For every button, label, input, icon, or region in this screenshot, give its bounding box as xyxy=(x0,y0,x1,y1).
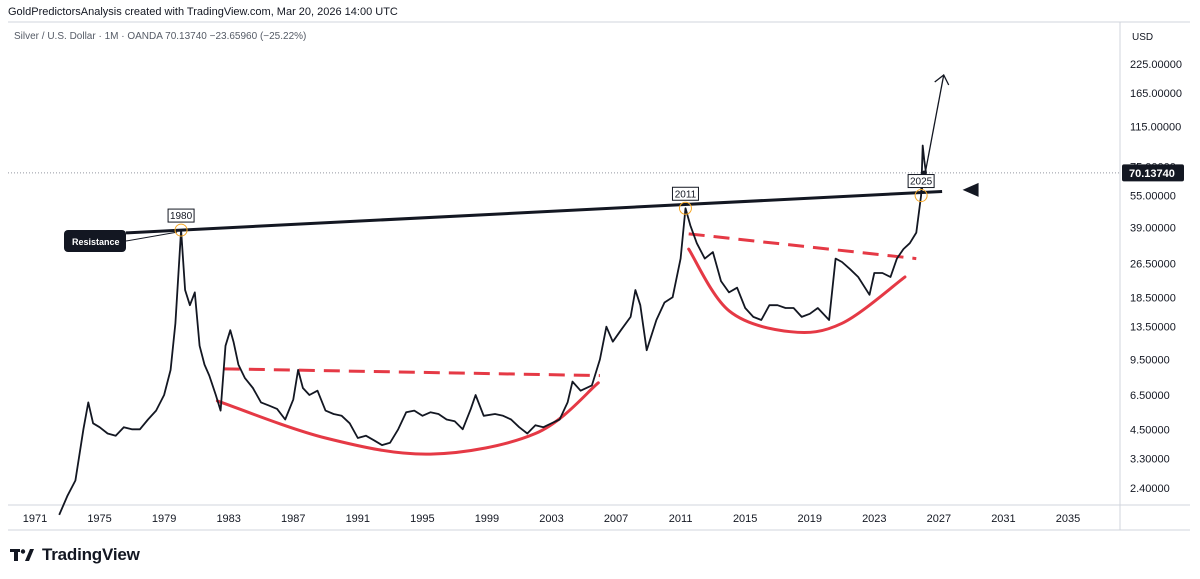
silver-price-line xyxy=(58,144,927,516)
y-tick-label: 2.40000 xyxy=(1130,483,1170,495)
x-tick-label: 2031 xyxy=(991,513,1015,525)
y-tick-label: 225.00000 xyxy=(1130,59,1182,71)
y-tick-label: 4.50000 xyxy=(1130,424,1170,436)
resistance-line[interactable] xyxy=(125,189,943,235)
x-tick-label: 1979 xyxy=(152,513,176,525)
x-tick-label: 1995 xyxy=(410,513,434,525)
peak-label-box-2011 xyxy=(671,186,699,201)
chart-attribution: GoldPredictorsAnalysis created with Trad… xyxy=(8,6,398,18)
peak-marker-2025 xyxy=(914,189,928,203)
y-tick-label: 6.50000 xyxy=(1130,390,1170,402)
peak-marker-1980 xyxy=(174,223,188,237)
peak-label-2025: 2025 xyxy=(910,177,933,188)
y-tick-label: 18.50000 xyxy=(1130,292,1176,304)
peak-label-1980: 1980 xyxy=(170,211,193,222)
x-tick-label: 1991 xyxy=(346,513,370,525)
y-tick-label: 9.50000 xyxy=(1130,355,1170,367)
y-tick-label: 165.00000 xyxy=(1130,88,1182,100)
resistance-arrowhead xyxy=(962,182,979,197)
rim-line-1 xyxy=(223,367,600,378)
resistance-label: Resistance xyxy=(72,237,120,247)
last-price-tag: 70.13740 xyxy=(1122,164,1184,182)
callout-connector xyxy=(125,231,178,242)
price-series xyxy=(58,144,927,516)
x-tick-label: 2011 xyxy=(669,513,693,525)
x-tick-label: 2003 xyxy=(539,513,563,525)
peak-label-2011: 2011 xyxy=(675,189,697,200)
y-tick-label: 39.00000 xyxy=(1130,223,1176,235)
tradingview-logo-text: TradingView xyxy=(42,545,140,564)
y-tick-label: 3.30000 xyxy=(1130,453,1170,465)
x-tick-label: 2015 xyxy=(733,513,757,525)
x-tick-label: 2035 xyxy=(1056,513,1080,525)
y-tick-label: 13.50000 xyxy=(1130,322,1176,334)
x-tick-label: 2027 xyxy=(927,513,951,525)
x-tick-label: 2023 xyxy=(862,513,886,525)
cup-curve-2 xyxy=(687,247,907,335)
rim-line-2 xyxy=(688,232,917,261)
x-tick-label: 1987 xyxy=(281,513,305,525)
y-tick-label: 26.50000 xyxy=(1130,259,1176,271)
resistance-callout[interactable]: Resistance xyxy=(64,230,126,252)
price-axis: 225.00000165.00000115.0000075.0000055.00… xyxy=(1130,59,1182,495)
peak-marker-2011 xyxy=(678,201,692,215)
time-axis: 1971 1975 1979 1983 1987 1991 1995 1999 2003 2007… xyxy=(23,513,1080,525)
tradingview-logo-icon xyxy=(10,549,34,561)
y-tick-label: 115.00000 xyxy=(1130,122,1181,134)
cup-curve-1 xyxy=(215,381,600,456)
x-tick-label: 1983 xyxy=(216,513,240,525)
tradingview-logo[interactable]: TradingView xyxy=(10,545,140,565)
drawings: 1980 2011 2025 xyxy=(125,73,979,242)
x-tick-label: 2007 xyxy=(604,513,628,525)
peak-label-box-2025 xyxy=(907,174,935,189)
currency-label: USD xyxy=(1132,32,1153,43)
cup-patterns xyxy=(215,232,917,456)
y-tick-label: 55.00000 xyxy=(1130,191,1176,203)
projection-arrowhead xyxy=(934,73,950,86)
x-tick-label: 1999 xyxy=(475,513,499,525)
last-price-value: 70.13740 xyxy=(1129,168,1175,180)
symbol-info-line[interactable]: Silver / U.S. Dollar · 1M · OANDA 70.137… xyxy=(14,31,307,42)
x-tick-label: 2019 xyxy=(798,513,822,525)
x-tick-label: 1971 xyxy=(23,513,47,525)
peak-label-box-1980 xyxy=(167,208,195,223)
x-tick-label: 1975 xyxy=(87,513,111,525)
